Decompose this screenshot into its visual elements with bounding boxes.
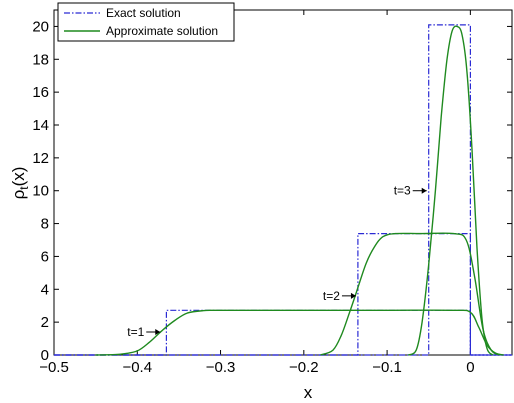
approx-curve-t2 <box>320 232 500 356</box>
x-axis-label: x <box>304 383 313 402</box>
legend-box <box>57 2 235 42</box>
exact-curve-t3 <box>54 24 512 356</box>
approx-curve-t1 <box>95 309 504 356</box>
legend: Exact solution Approximate solution <box>57 2 235 42</box>
y-tick-label: 8 <box>41 216 49 233</box>
annotation-arrowhead <box>155 329 161 335</box>
x-tick-label: −0.2 <box>289 359 319 376</box>
x-tick-label: −0.4 <box>122 359 152 376</box>
x-tick-label: −0.5 <box>39 359 69 376</box>
y-tick-label: 10 <box>32 183 49 200</box>
y-tick-label: 0 <box>41 347 49 364</box>
axis-ticks: −0.5 −0.4 −0.3 −0.2 −0.1 0 0 2 4 6 8 10 12 14 16 18 20 <box>32 10 512 376</box>
x-tick-label: 0 <box>466 359 474 376</box>
annotation-arrowhead <box>421 187 427 194</box>
y-tick-label: 6 <box>41 248 49 265</box>
x-tick-label: −0.3 <box>206 359 236 376</box>
annotation-arrowhead <box>350 292 356 299</box>
y-axis-label: ρt(x) <box>9 167 31 200</box>
y-tick-label: 2 <box>41 314 49 331</box>
y-tick-label: 14 <box>32 117 49 134</box>
annotation-label: t=3 <box>394 184 411 198</box>
y-tick-label: 20 <box>32 18 49 35</box>
x-tick-label: −0.1 <box>372 359 402 376</box>
annotation-label: t=2 <box>323 289 340 303</box>
legend-label-exact: Exact solution <box>106 6 181 20</box>
legend-label-approx: Approximate solution <box>106 24 218 38</box>
y-tick-label: 12 <box>32 150 49 167</box>
y-tick-label: 16 <box>32 84 49 101</box>
y-tick-label: 18 <box>32 51 49 68</box>
plot-lines <box>54 24 512 356</box>
annotation-label: t=1 <box>127 325 144 339</box>
y-tick-label: 4 <box>41 281 49 298</box>
plot-area <box>53 9 513 356</box>
approx-curve-t3 <box>407 25 494 356</box>
annotations: t=1 t=2 t=3 <box>127 184 427 339</box>
